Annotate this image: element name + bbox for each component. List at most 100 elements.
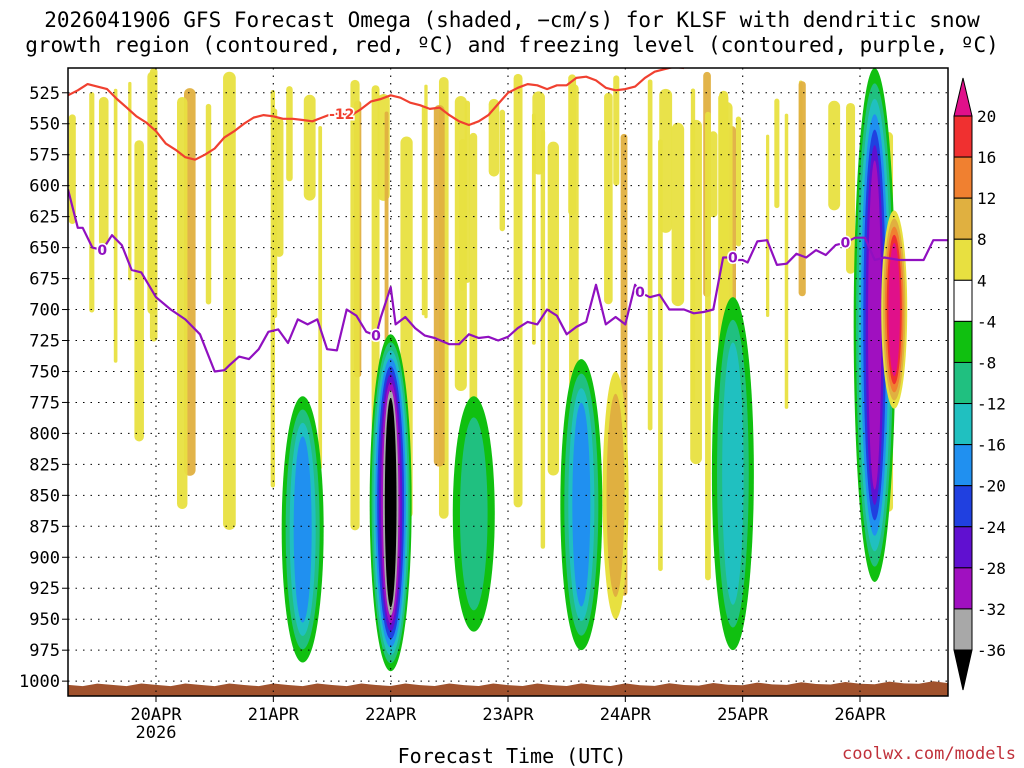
- colorbar-swatch: [953, 567, 973, 610]
- omega-streak: [134, 140, 144, 442]
- x-tick-label: 20APR: [130, 705, 182, 725]
- omega-streak: [350, 79, 360, 531]
- omega-streak: [89, 92, 95, 313]
- credit-link[interactable]: coolwx.com/models: [842, 744, 1016, 764]
- y-tick-label: 650: [29, 239, 60, 259]
- x-tick-label: 21APR: [248, 705, 300, 725]
- omega-streak: [540, 129, 546, 549]
- colorbar-label: -32: [977, 600, 1006, 619]
- colorbar-label: -36: [977, 641, 1006, 660]
- colorbar-swatch: [953, 444, 973, 487]
- y-tick-label: 575: [29, 146, 60, 166]
- colorbar-label: 4: [977, 271, 987, 290]
- title-line-2: growth region (contoured, red, ºC) and f…: [25, 33, 999, 57]
- colorbar-swatch: [953, 526, 973, 569]
- omega-streak: [784, 113, 789, 409]
- omega-streak: [205, 103, 212, 305]
- y-tick-label: 625: [29, 208, 60, 228]
- y-tick-label: 900: [29, 548, 60, 568]
- y-tick-label: 775: [29, 393, 60, 413]
- omega-streak: [318, 126, 323, 470]
- y-axis: 525 550 575 600 625 650 675 700 725 750 775 800 825 8…: [19, 84, 68, 692]
- colorbar-swatch: [953, 361, 973, 405]
- y-tick-label: 950: [29, 610, 60, 630]
- ground-fill: [68, 681, 948, 696]
- colorbar-label: -24: [977, 518, 1006, 537]
- omega-streak: [735, 116, 742, 247]
- omega-streak: [709, 131, 718, 218]
- omega-band-0: [293, 436, 312, 623]
- y-tick-label: 750: [29, 362, 60, 382]
- colorbar-swatch: [953, 156, 973, 199]
- omega-streak: [531, 113, 536, 345]
- contour-lines: 0 0 0 0 0 -12: [68, 68, 948, 373]
- x-axis-label: Forecast Time (UTC): [397, 744, 627, 768]
- x-tick-label: 26APR: [834, 705, 886, 725]
- omega-band-5: [722, 342, 744, 605]
- y-tick-label: 925: [29, 579, 60, 599]
- colorbar-swatch: [953, 279, 973, 322]
- grid-lines: [68, 68, 948, 696]
- colorbar-swatch: [953, 197, 973, 240]
- omega-streak: [128, 81, 132, 281]
- y-tick-label: 600: [29, 177, 60, 197]
- omega-streak: [569, 84, 579, 399]
- omega-streak: [488, 98, 500, 177]
- freezing-label: 0: [635, 285, 645, 301]
- omega-band-3: [572, 402, 591, 607]
- omega-streak: [705, 111, 711, 581]
- omega-streak: [454, 96, 467, 392]
- freezing-label: 0: [840, 236, 850, 252]
- omega-streak: [547, 141, 559, 476]
- omega-streak: [223, 71, 236, 530]
- colorbar-label: 12: [977, 189, 996, 208]
- dgz-contour-line: [68, 68, 684, 161]
- omega-streak: [270, 90, 276, 488]
- colorbar-swatch: [953, 115, 973, 158]
- omega-band-2: [459, 417, 488, 611]
- omega-streak: [424, 84, 428, 319]
- omega-band-6: [868, 160, 882, 490]
- colorbar-label: -12: [977, 395, 1006, 414]
- omega-streak: [604, 92, 613, 305]
- y-tick-label: 875: [29, 517, 60, 537]
- omega-shading: [68, 68, 908, 672]
- colorbar-label: -4: [977, 312, 996, 331]
- omega-streak: [647, 79, 653, 431]
- omega-streak: [671, 122, 685, 307]
- y-tick-label: 525: [29, 84, 60, 104]
- freezing-label: 0: [371, 329, 381, 345]
- colorbar: 20 16 12 8 4 -4 -8 -12 -16 -20 -24 -28 -32 -36: [953, 77, 1006, 691]
- colorbar-swatch: [953, 403, 973, 446]
- omega-streak: [371, 85, 380, 459]
- omega-streak: [499, 109, 506, 232]
- title-line-1: 2026041906 GFS Forecast Omega (shaded, −…: [44, 8, 980, 32]
- omega-streak: [286, 86, 293, 182]
- omega-streak: [798, 81, 806, 297]
- y-tick-label: 675: [29, 270, 60, 290]
- omega-band-1: [384, 398, 397, 608]
- omega-streak: [469, 132, 478, 448]
- colorbar-label: -8: [977, 353, 996, 372]
- y-tick-label: 1000: [19, 672, 60, 692]
- omega-streak: [774, 98, 780, 209]
- colorbar-swatch: [953, 320, 973, 363]
- colorbar-swatch: [953, 485, 973, 528]
- omega-streak: [433, 104, 445, 467]
- omega-streak: [177, 97, 188, 509]
- colorbar-label: -16: [977, 436, 1006, 455]
- omega-streak: [690, 88, 696, 403]
- x-tick-label: 24APR: [600, 705, 652, 725]
- colorbar-bottom-arrow: [953, 649, 973, 691]
- y-tick-label: 700: [29, 301, 60, 321]
- omega-streak: [384, 111, 389, 367]
- omega-streak: [303, 94, 316, 201]
- x-tick-label: 22APR: [365, 705, 417, 725]
- y-tick-label: 800: [29, 424, 60, 444]
- dgz-label: -12: [329, 107, 354, 123]
- x-tick-sublabel: 2026: [136, 723, 177, 743]
- omega-streak: [113, 88, 118, 363]
- omega-streak: [98, 96, 109, 247]
- x-tick-label: 25APR: [717, 705, 769, 725]
